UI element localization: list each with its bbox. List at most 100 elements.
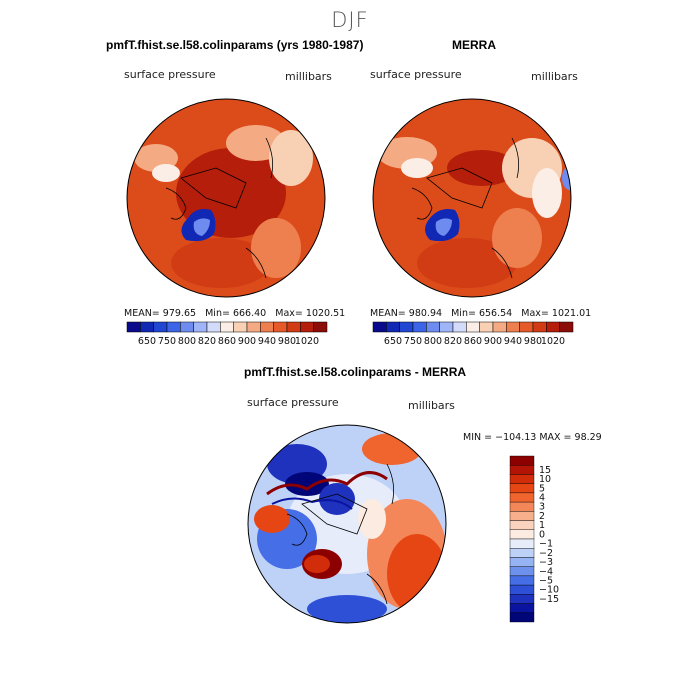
obs-colorbar-tick-label: 820 bbox=[444, 336, 462, 347]
model-colorbar-swatch bbox=[300, 321, 314, 333]
diff-minmax: MIN = −104.13 MAX = 98.29 bbox=[463, 432, 602, 443]
model-stats: MEAN= 979.65 Min= 666.40 Max= 1020.51 bbox=[124, 308, 345, 319]
model-polar-map bbox=[126, 98, 326, 298]
obs-colorbar-swatch bbox=[372, 321, 387, 333]
diff-colorbar-tick-label: 0 bbox=[539, 529, 545, 540]
model-colorbar-swatch bbox=[233, 321, 248, 333]
diff-colorbar-swatch bbox=[509, 538, 535, 549]
diff-colorbar-swatch bbox=[509, 455, 535, 466]
diff-colorbar-tick-label: 3 bbox=[539, 502, 545, 513]
diff-colorbar-swatch bbox=[509, 594, 535, 604]
diff-colorbar-tick-label: 2 bbox=[539, 511, 545, 522]
obs-colorbar-swatch bbox=[559, 321, 574, 333]
model-colorbar-swatch bbox=[126, 321, 141, 333]
model-colorbar-tick-label: 800 bbox=[178, 336, 196, 347]
model-colorbar-swatch bbox=[153, 321, 168, 333]
model-colorbar-tick-label: 940 bbox=[258, 336, 276, 347]
model-colorbar-swatch bbox=[220, 321, 234, 333]
model-colorbar-swatch bbox=[140, 321, 154, 333]
obs-mean-label: MEAN= bbox=[370, 308, 406, 319]
model-variable-label: surface pressure bbox=[124, 68, 216, 81]
diff-colorbar-tick-label: −15 bbox=[539, 594, 559, 605]
diff-colorbar-tick-label: 10 bbox=[539, 474, 551, 485]
diff-colorbar-swatch bbox=[509, 548, 535, 558]
diff-variable-label: surface pressure bbox=[247, 396, 339, 409]
obs-variable-label: surface pressure bbox=[370, 68, 462, 81]
obs-colorbar-tick-label: 980 bbox=[524, 336, 542, 347]
diff-colorbar-swatch bbox=[509, 584, 535, 595]
model-colorbar-tick-label: 820 bbox=[198, 336, 216, 347]
obs-colorbar-tick-label: 900 bbox=[484, 336, 502, 347]
diff-colorbar-swatch bbox=[509, 566, 535, 577]
obs-panel-title: MERRA bbox=[452, 38, 496, 52]
obs-colorbar-tick-label: 940 bbox=[504, 336, 522, 347]
diff-panel-title: pmfT.fhist.se.l58.colinparams - MERRA bbox=[244, 365, 467, 379]
obs-colorbar-tick-label: 650 bbox=[384, 336, 402, 347]
obs-colorbar-tick-label: 860 bbox=[464, 336, 482, 347]
model-colorbar-swatch bbox=[273, 321, 288, 333]
diff-colorbar-tick-label: −3 bbox=[539, 557, 553, 568]
obs-min-value: 656.54 bbox=[478, 308, 513, 319]
obs-colorbar-tick-label: 1020 bbox=[541, 336, 565, 347]
obs-units-label: millibars bbox=[531, 70, 578, 83]
model-colorbar-swatch bbox=[313, 321, 328, 333]
model-colorbar-tick-label: 860 bbox=[218, 336, 236, 347]
model-colorbar-tick-label: 1020 bbox=[295, 336, 319, 347]
obs-colorbar-swatch bbox=[532, 321, 547, 333]
obs-max-value: 1021.01 bbox=[551, 308, 592, 319]
diff-colorbar-tick-label: 4 bbox=[539, 493, 545, 504]
obs-min-label: Min= bbox=[451, 308, 476, 319]
diff-colorbar-tick-label: 5 bbox=[539, 483, 545, 494]
model-mean-value: 979.65 bbox=[162, 308, 197, 319]
model-colorbar-swatch bbox=[246, 321, 261, 333]
model-colorbar-swatch bbox=[193, 321, 208, 333]
obs-colorbar-tick-label: 800 bbox=[424, 336, 442, 347]
diff-colorbar-swatch bbox=[509, 511, 535, 521]
obs-colorbar-swatch bbox=[546, 321, 560, 333]
diff-colorbar-swatch bbox=[509, 603, 535, 613]
diff-colorbar-tick-label: −2 bbox=[539, 548, 553, 559]
diff-polar-map bbox=[247, 424, 447, 624]
diff-colorbar-swatch bbox=[509, 529, 535, 540]
model-colorbar-swatch bbox=[260, 321, 274, 333]
obs-colorbar-swatch bbox=[479, 321, 494, 333]
season-title: DJF bbox=[331, 8, 369, 32]
model-min-value: 666.40 bbox=[232, 308, 267, 319]
obs-colorbar-tick-label: 750 bbox=[404, 336, 422, 347]
obs-mean-value: 980.94 bbox=[408, 308, 443, 319]
obs-max-label: Max= bbox=[521, 308, 549, 319]
model-colorbar-swatch bbox=[206, 321, 221, 333]
obs-colorbar-swatch bbox=[452, 321, 467, 333]
diff-colorbar-tick-label: 15 bbox=[539, 465, 551, 476]
model-colorbar-swatch bbox=[180, 321, 194, 333]
diff-units-label: millibars bbox=[408, 399, 455, 412]
model-colorbar-swatch bbox=[286, 321, 301, 333]
obs-colorbar-swatch bbox=[506, 321, 520, 333]
model-colorbar-tick-label: 980 bbox=[278, 336, 296, 347]
obs-polar-map bbox=[372, 98, 572, 298]
diff-colorbar-swatch bbox=[509, 483, 535, 494]
obs-colorbar-swatch bbox=[492, 321, 507, 333]
diff-colorbar-swatch bbox=[509, 465, 535, 475]
model-max-value: 1020.51 bbox=[305, 308, 346, 319]
model-colorbar-swatch bbox=[166, 321, 181, 333]
obs-colorbar-swatch bbox=[399, 321, 414, 333]
model-colorbar-tick-label: 750 bbox=[158, 336, 176, 347]
diff-colorbar-tick-label: −1 bbox=[539, 539, 553, 550]
model-units-label: millibars bbox=[285, 70, 332, 83]
model-min-label: Min= bbox=[205, 308, 230, 319]
model-colorbar-tick-label: 900 bbox=[238, 336, 256, 347]
obs-colorbar-swatch bbox=[466, 321, 480, 333]
diff-colorbar-swatch bbox=[509, 575, 535, 586]
diff-colorbar-swatch bbox=[509, 520, 535, 530]
diff-colorbar-swatch bbox=[509, 474, 535, 484]
obs-colorbar-swatch bbox=[426, 321, 440, 333]
model-max-label: Max= bbox=[275, 308, 303, 319]
diff-colorbar-tick-label: 1 bbox=[539, 520, 545, 531]
diff-colorbar-tick-label: −5 bbox=[539, 576, 553, 587]
model-mean-label: MEAN= bbox=[124, 308, 160, 319]
diff-colorbar-tick-label: −4 bbox=[539, 566, 553, 577]
